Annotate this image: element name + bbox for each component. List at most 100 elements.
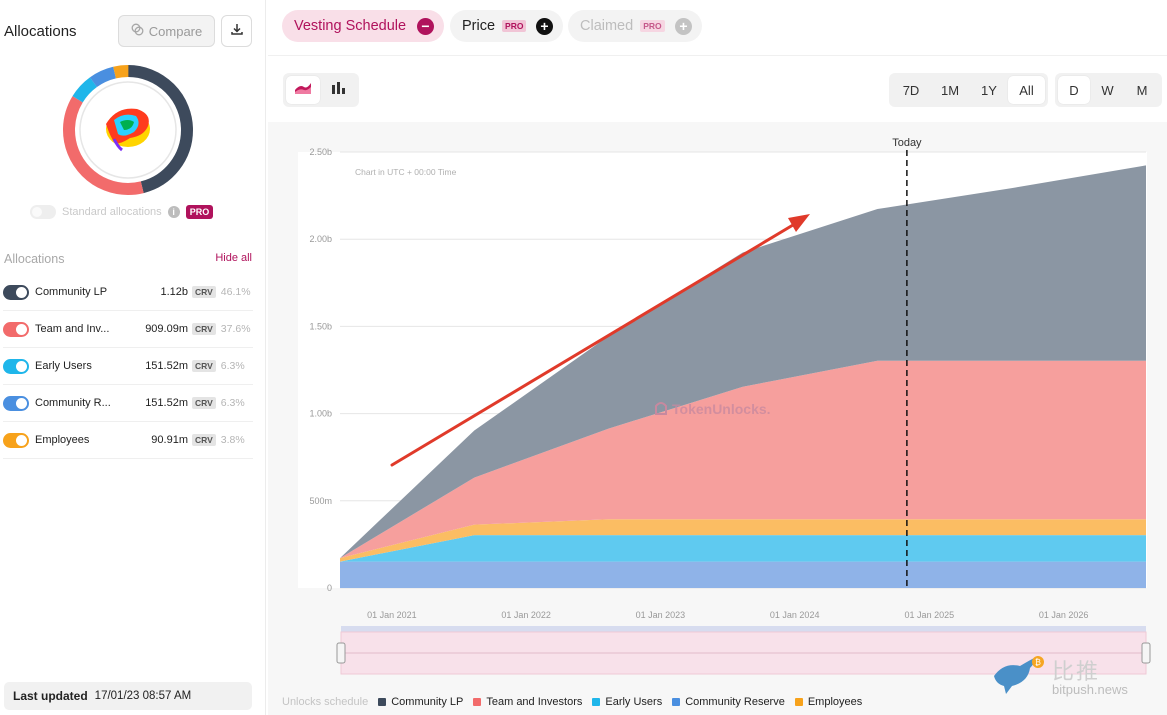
standard-allocations-label: Standard allocations <box>62 206 162 218</box>
last-updated-box: Last updated 17/01/23 08:57 AM <box>4 682 252 710</box>
allocation-amount: 1.12b <box>160 286 188 298</box>
allocation-row-community-lp[interactable]: Community LP 1.12b CRV 46.1% <box>3 274 253 311</box>
last-updated-value: 17/01/23 08:57 AM <box>94 690 192 702</box>
allocation-percent: 6.3% <box>220 397 245 409</box>
interval-day-button[interactable]: D <box>1058 76 1090 104</box>
allocation-toggle[interactable] <box>3 358 29 374</box>
donut-segment <box>63 65 193 195</box>
annotation-arrow <box>390 220 800 467</box>
compare-button[interactable]: Compare <box>118 15 215 47</box>
token-badge: CRV <box>192 397 216 409</box>
tab-price[interactable]: Price PRO + <box>450 10 563 42</box>
remove-icon[interactable]: − <box>417 17 434 35</box>
legend-title: Unlocks schedule <box>282 696 369 708</box>
allocation-row-employees[interactable]: Employees 90.91m CRV 3.8% <box>3 422 253 459</box>
legend-swatch <box>672 698 681 706</box>
tab-claimed[interactable]: Claimed PRO + <box>568 10 702 42</box>
area-chart-button[interactable] <box>286 76 320 104</box>
area-series-employees[interactable] <box>340 519 1146 562</box>
add-icon[interactable]: + <box>536 17 553 35</box>
allocation-row-early-users[interactable]: Early Users 151.52m CRV 6.3% <box>3 348 253 385</box>
allocation-amount: 90.91m <box>151 434 188 446</box>
bar-chart-button[interactable] <box>322 76 356 104</box>
allocation-toggle[interactable] <box>3 432 29 448</box>
token-badge: CRV <box>192 434 216 446</box>
pro-badge: PRO <box>502 20 527 32</box>
tab-vesting-schedule[interactable]: Vesting Schedule − <box>282 10 444 42</box>
download-icon <box>230 22 244 41</box>
area-chart-icon <box>294 81 312 100</box>
allocations-list-label: Allocations <box>4 252 65 266</box>
area-series-community-reserve[interactable] <box>340 561 1146 588</box>
allocation-name: Community LP <box>35 286 108 298</box>
allocation-row-community-reserve[interactable]: Community R... 151.52m CRV 6.3% <box>3 385 253 422</box>
bird-logo-icon: ₿ <box>994 656 1044 694</box>
area-series-community-lp[interactable] <box>340 165 1146 559</box>
legend-item-early-users[interactable]: Early Users <box>592 696 662 708</box>
allocation-percent: 46.1% <box>220 286 251 298</box>
allocation-amount: 151.52m <box>145 397 188 409</box>
donut-segment <box>63 65 193 195</box>
chart-type-toggle <box>283 73 359 107</box>
range-1y-button[interactable]: 1Y <box>981 82 997 98</box>
tokenunlocks-watermark: TokenUnlocks. <box>672 401 771 417</box>
tab-label: Vesting Schedule <box>294 18 407 34</box>
y-tick-label: 1.00b <box>309 409 332 419</box>
add-icon[interactable]: + <box>675 17 692 35</box>
sidebar: Allocations Compare <box>0 0 266 715</box>
hide-all-link[interactable]: Hide all <box>215 252 252 264</box>
vesting-chart-area: 0 500m 1.00b 1.50b 2.00b 2.50b 01 Jan 2021 01 J… <box>268 122 1167 715</box>
annotation-arrowhead <box>788 214 810 232</box>
standard-allocations-row: Standard allocations i PRO <box>30 205 214 219</box>
x-tick-label: 01 Jan 2023 <box>636 610 686 620</box>
allocation-toggle[interactable] <box>3 395 29 411</box>
range-all-button[interactable]: All <box>1008 76 1045 104</box>
legend-swatch <box>794 698 803 706</box>
x-tick-label: 01 Jan 2022 <box>501 610 551 620</box>
x-tick-label: 01 Jan 2025 <box>905 610 955 620</box>
chart-tabs-bar: Vesting Schedule − Price PRO + Claimed P… <box>268 0 1167 56</box>
bitpush-subtitle: bitpush.news <box>1052 682 1128 697</box>
allocation-percent: 37.6% <box>220 323 251 335</box>
area-series-early-users[interactable] <box>340 535 1146 562</box>
range-handle[interactable] <box>1141 642 1151 664</box>
range-1m-button[interactable]: 1M <box>940 82 960 98</box>
allocation-toggle[interactable] <box>3 284 29 300</box>
allocation-name: Early Users <box>35 360 92 372</box>
standard-allocations-toggle[interactable] <box>30 205 56 219</box>
pro-badge: PRO <box>185 205 214 219</box>
token-badge: CRV <box>192 323 216 335</box>
bar-chart-icon <box>331 81 347 100</box>
allocation-name: Employees <box>35 434 90 446</box>
bitpush-watermark: ₿ 比推 bitpush.news <box>990 652 1160 702</box>
area-series-team-and-investors[interactable] <box>340 360 1146 559</box>
tab-label: Price <box>462 18 496 34</box>
curve-logo-icon <box>106 108 150 152</box>
info-icon[interactable]: i <box>167 206 180 218</box>
legend-item-community-reserve[interactable]: Community Reserve <box>672 696 785 708</box>
range-handle[interactable] <box>336 642 346 664</box>
allocation-name: Team and Inv... <box>35 323 110 335</box>
allocation-name: Community R... <box>35 397 111 409</box>
allocation-row-team-investors[interactable]: Team and Inv... 909.09m CRV 37.6% <box>3 311 253 348</box>
range-7d-button[interactable]: 7D <box>902 82 920 98</box>
legend-swatch <box>378 698 387 706</box>
legend-item-community-lp[interactable]: Community LP <box>378 696 463 708</box>
interval-month-button[interactable]: M <box>1136 82 1148 98</box>
allocation-toggle[interactable] <box>3 321 29 337</box>
svg-text:₿: ₿ <box>1035 658 1041 667</box>
legend-item-team-investors[interactable]: Team and Investors <box>473 696 582 708</box>
interval-week-button[interactable]: W <box>1101 82 1114 98</box>
last-updated-label: Last updated <box>13 689 88 703</box>
pro-badge: PRO <box>640 20 665 32</box>
y-tick-label: 1.50b <box>309 321 332 331</box>
y-tick-label: 2.00b <box>309 234 332 244</box>
allocations-header: Allocations Hide all <box>4 252 252 266</box>
allocation-percent: 6.3% <box>220 360 245 372</box>
legend-label: Community Reserve <box>685 696 785 708</box>
legend-item-employees[interactable]: Employees <box>794 696 862 708</box>
x-tick-label: 01 Jan 2024 <box>770 610 820 620</box>
download-button[interactable] <box>221 15 252 47</box>
time-range-selector: 7D 1M 1Y All <box>889 73 1048 107</box>
